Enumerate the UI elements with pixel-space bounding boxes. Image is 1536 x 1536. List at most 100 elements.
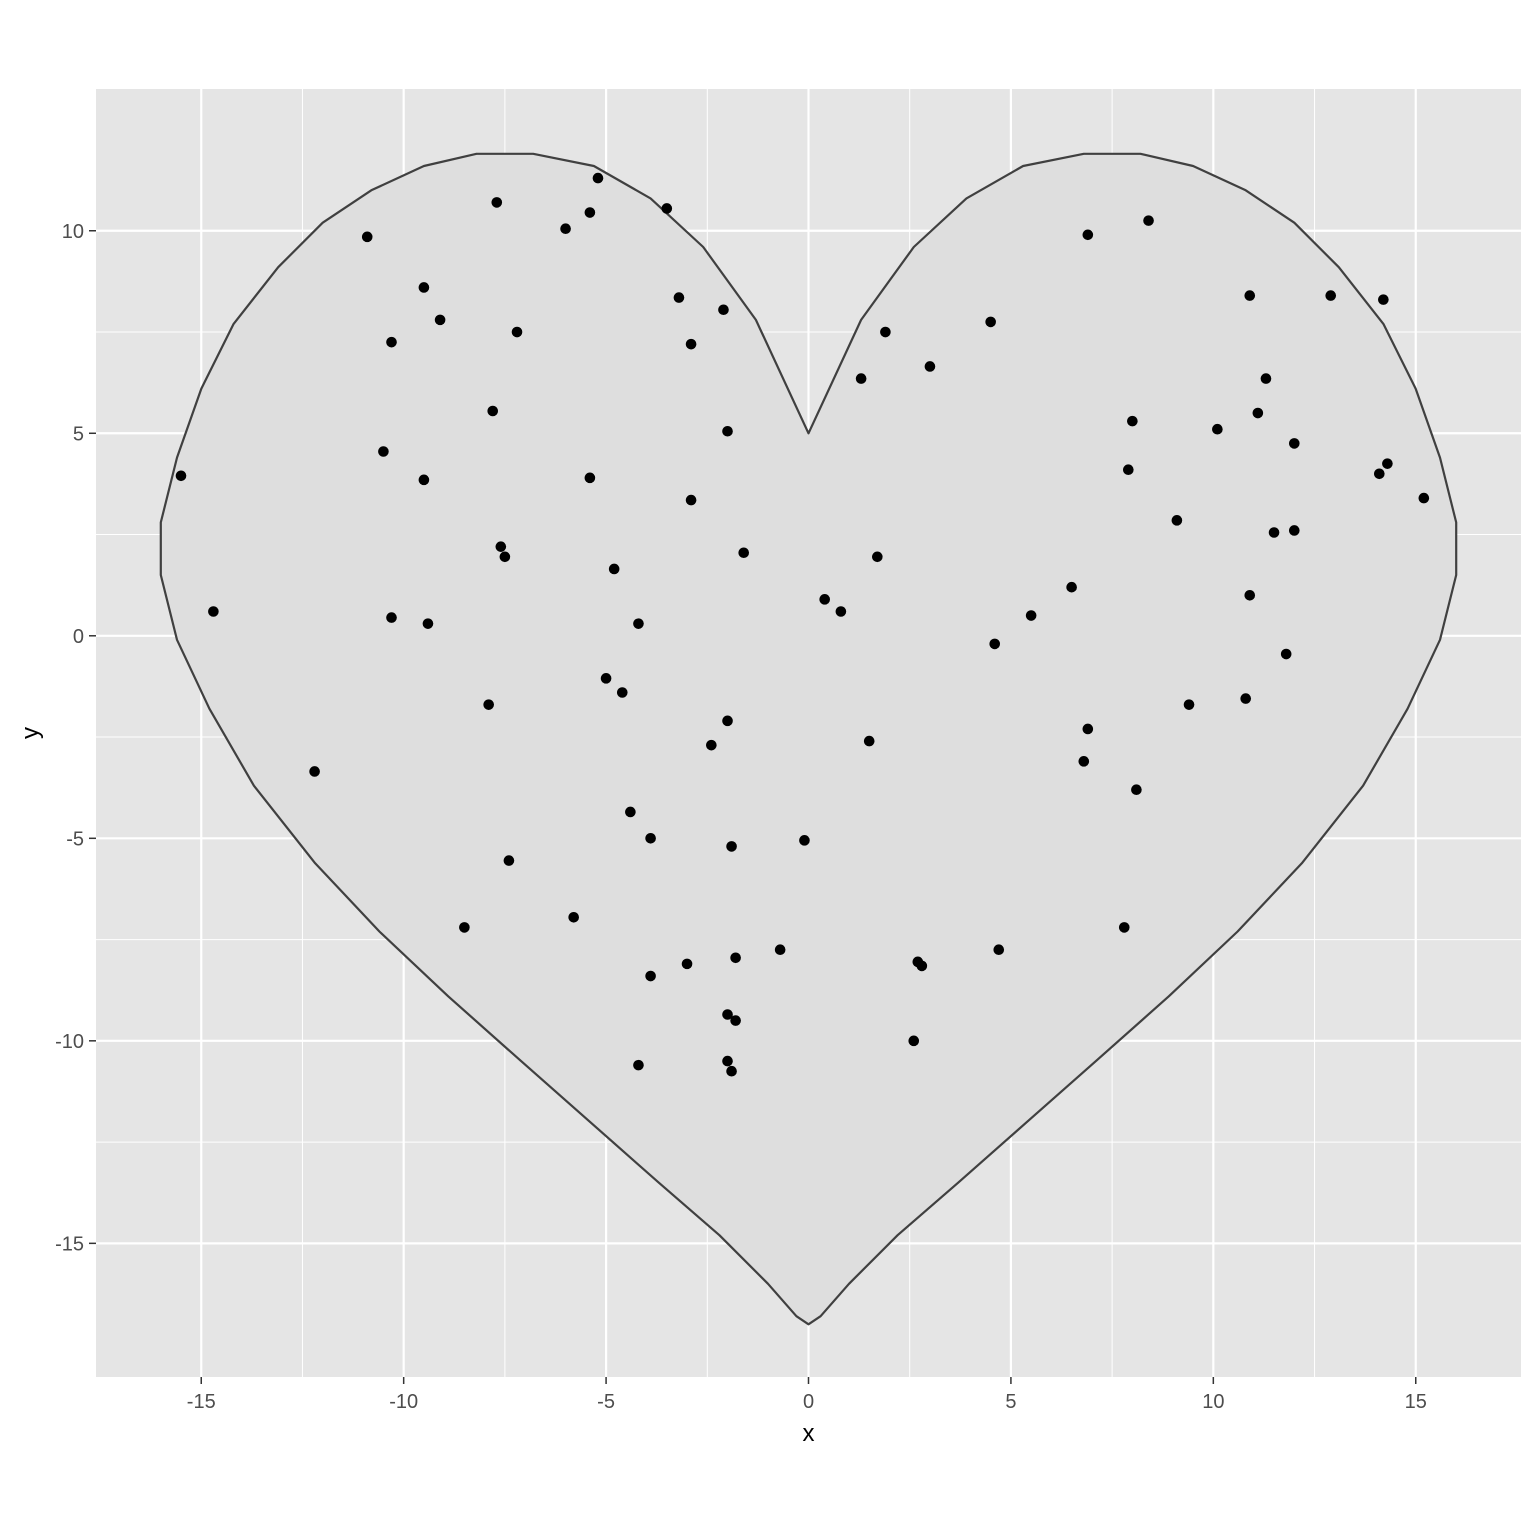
data-point	[722, 425, 733, 437]
data-point	[661, 203, 673, 214]
data-point	[730, 1015, 741, 1026]
x-tick-label: 0	[803, 1391, 814, 1413]
data-point	[1280, 648, 1292, 660]
y-axis-title: y	[17, 727, 44, 739]
data-point	[726, 841, 737, 852]
y-tick-label: -15	[55, 1233, 84, 1255]
data-point	[175, 470, 187, 482]
data-point	[681, 958, 693, 970]
data-point	[434, 314, 446, 326]
data-point	[1143, 215, 1154, 226]
y-tick-label: 0	[73, 626, 84, 648]
data-point	[1325, 290, 1337, 301]
data-point	[1118, 922, 1130, 933]
data-point	[1212, 423, 1223, 435]
data-point	[568, 911, 579, 923]
data-point	[633, 1059, 644, 1071]
data-point	[625, 806, 636, 818]
data-point	[592, 172, 604, 184]
data-point	[722, 715, 733, 727]
data-point	[418, 282, 430, 293]
data-point	[1268, 527, 1280, 538]
data-point	[819, 594, 830, 605]
data-point	[872, 551, 883, 563]
x-axis-ticks: -15 -10 -5 0 5 10 15	[187, 1377, 1427, 1413]
data-point	[835, 606, 847, 617]
data-point	[673, 292, 685, 303]
data-point	[738, 547, 750, 559]
data-point	[1240, 693, 1252, 704]
data-point	[1244, 589, 1256, 601]
data-point	[685, 338, 697, 350]
data-point	[1025, 610, 1037, 621]
data-point	[924, 361, 936, 372]
data-point	[706, 739, 717, 751]
data-point	[908, 1035, 920, 1047]
data-point	[633, 618, 644, 629]
data-point	[799, 835, 810, 846]
x-tick-label: 5	[1005, 1391, 1016, 1413]
data-point	[418, 474, 430, 486]
data-point	[1288, 525, 1300, 536]
data-point	[993, 944, 1005, 955]
data-point	[1082, 229, 1094, 241]
data-point	[774, 944, 786, 955]
data-point	[208, 606, 219, 617]
data-point	[718, 304, 729, 316]
data-point	[1418, 492, 1430, 504]
data-point	[503, 855, 515, 866]
data-point	[386, 612, 397, 623]
data-point	[495, 541, 507, 552]
data-point	[726, 1065, 737, 1077]
data-point	[584, 472, 596, 484]
data-point	[722, 1055, 733, 1067]
data-point	[560, 223, 571, 235]
data-point	[1082, 723, 1094, 735]
data-point	[459, 922, 470, 933]
x-tick-label: 15	[1405, 1391, 1427, 1413]
data-point	[855, 373, 867, 384]
data-point	[1131, 784, 1142, 796]
data-point	[422, 618, 434, 629]
y-tick-label: 5	[73, 423, 84, 445]
data-point	[985, 316, 996, 328]
data-point	[1382, 458, 1393, 469]
data-point	[499, 551, 511, 563]
data-point	[880, 326, 891, 338]
data-point	[1374, 468, 1385, 480]
x-tick-label: 10	[1202, 1391, 1224, 1413]
x-tick-label: -5	[597, 1391, 615, 1413]
data-point	[685, 494, 697, 506]
data-point	[1171, 515, 1183, 526]
data-point	[1378, 294, 1389, 305]
y-tick-label: -5	[66, 828, 84, 850]
data-point	[584, 207, 596, 218]
y-tick-label: 10	[62, 221, 84, 243]
x-axis-title: x	[803, 1420, 815, 1447]
data-point	[863, 735, 875, 747]
data-points	[175, 172, 1430, 1077]
y-tick-label: -10	[55, 1031, 84, 1053]
x-tick-label: -15	[187, 1391, 216, 1413]
data-point	[1288, 438, 1300, 449]
data-point	[361, 231, 373, 243]
data-point	[730, 952, 741, 964]
data-point	[386, 336, 397, 348]
data-point	[491, 197, 503, 208]
data-point	[616, 687, 628, 698]
data-point	[608, 563, 620, 575]
data-point	[1252, 407, 1264, 419]
data-point	[309, 766, 320, 777]
data-point	[483, 699, 494, 710]
data-point	[1127, 415, 1138, 427]
data-point	[487, 405, 499, 417]
x-tick-label: -10	[389, 1391, 418, 1413]
y-axis-ticks: -15 -10 -5 0 5 10	[55, 221, 96, 1255]
data-point	[722, 1009, 733, 1020]
heart-shape	[159, 152, 1458, 1326]
data-point	[1123, 464, 1134, 476]
data-point	[600, 673, 612, 684]
data-point	[1078, 756, 1090, 767]
data-point	[1260, 373, 1272, 384]
